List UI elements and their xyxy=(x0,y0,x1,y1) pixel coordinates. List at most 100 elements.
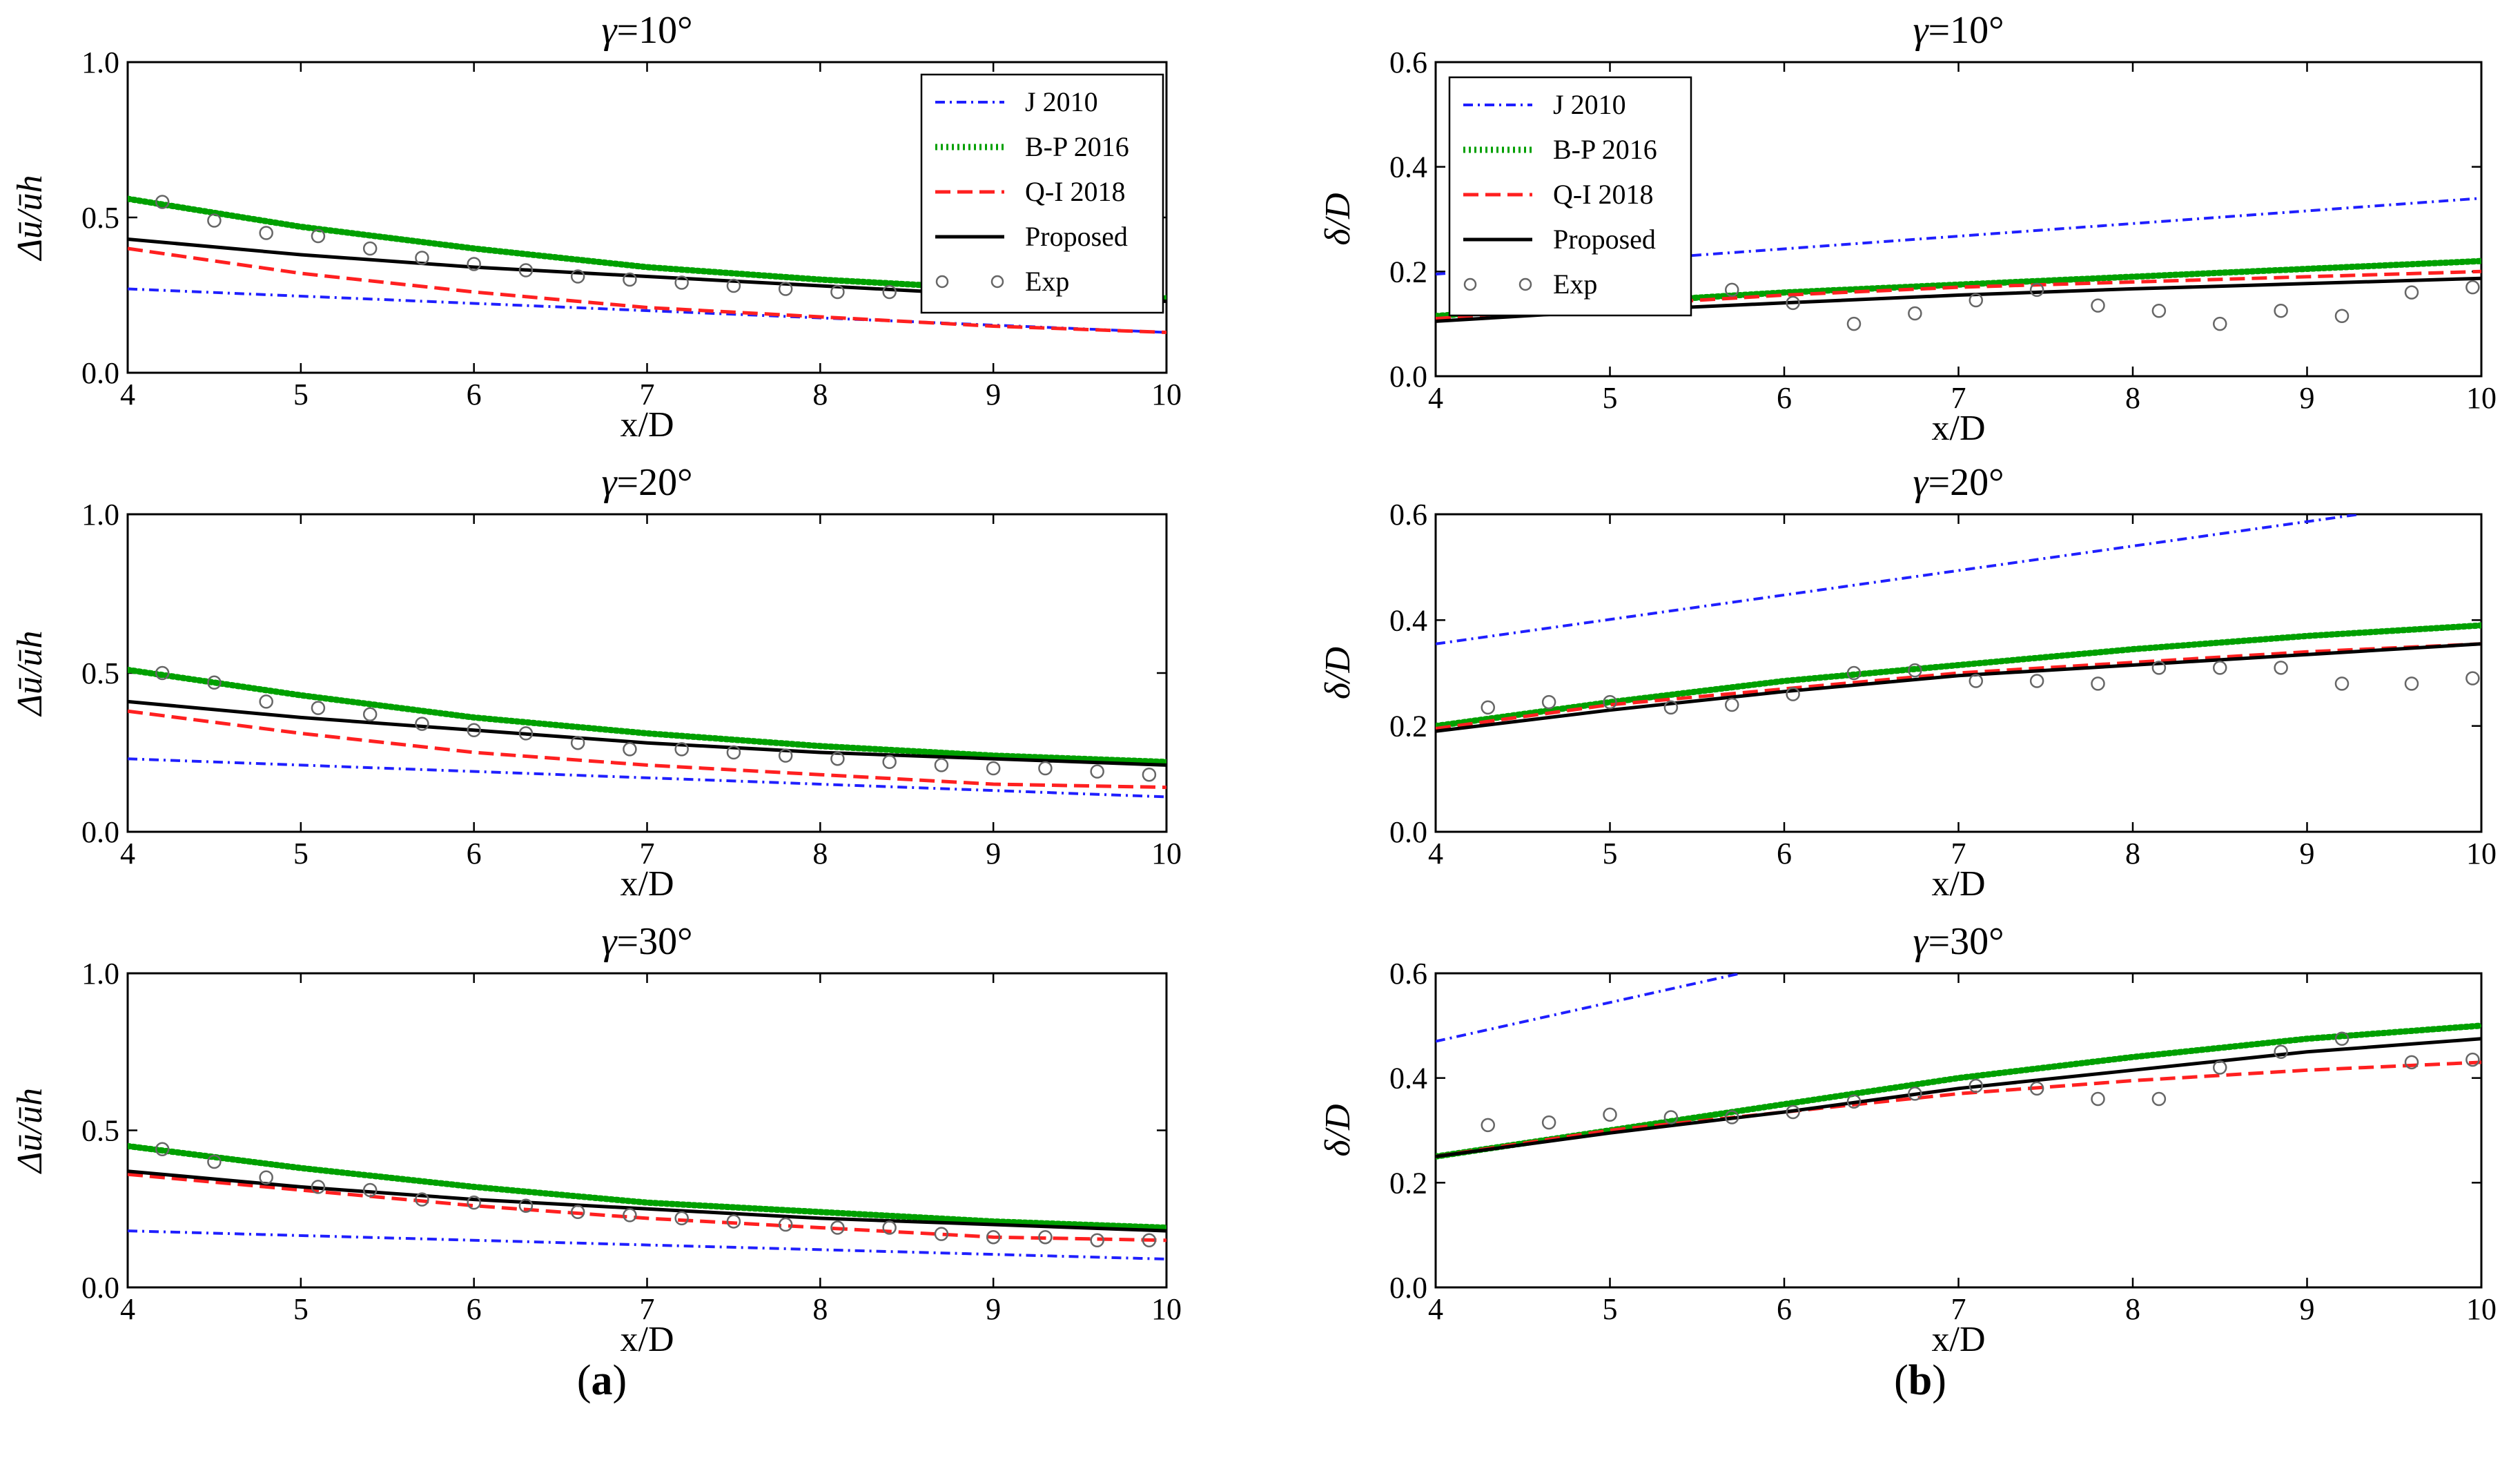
exp-point xyxy=(2151,661,2167,675)
exp-point xyxy=(2091,298,2105,313)
exp-point xyxy=(2029,674,2044,688)
exp-point xyxy=(570,269,585,284)
panel-title: γ=30° xyxy=(1913,920,2004,963)
exp-point xyxy=(1603,694,1617,710)
y-tick-label: 0.0 xyxy=(81,815,119,849)
y-tick-label: 0.4 xyxy=(1389,1062,1427,1095)
x-tick-label: 10 xyxy=(1151,1292,1182,1326)
exp-point xyxy=(1846,1094,1862,1109)
exp-point xyxy=(259,226,273,240)
exp-point xyxy=(259,1170,273,1185)
legend-label: J 2010 xyxy=(1025,86,1098,117)
y-axis-label: Δū/ūh xyxy=(10,1088,50,1174)
series-line-bp xyxy=(1436,622,2481,730)
y-axis-label: δ/D xyxy=(1318,193,1358,245)
chart-panel-b1: 4 5 6 7 8 9 10 0.0 0.2 0.4 0.6 x/D δ/D γ=10° J 2010 B-P… xyxy=(1318,9,2497,448)
legend-label: Q-I 2018 xyxy=(1553,179,1654,210)
exp-point xyxy=(882,1220,897,1235)
legend: J 2010 B-P 2016 Q-I 2018 Proposed Exp xyxy=(920,73,1164,314)
plot-area xyxy=(1436,514,2481,733)
x-tick-label: 6 xyxy=(1777,381,1792,415)
exp-point xyxy=(778,1217,793,1232)
y-tick-label: 0.0 xyxy=(1389,1271,1427,1305)
x-tick-label: 7 xyxy=(640,1292,655,1326)
x-axis-label: x/D xyxy=(1932,864,1986,904)
legend-label: B-P 2016 xyxy=(1025,131,1129,162)
exp-point xyxy=(1786,687,1800,701)
y-tick-label: 0.0 xyxy=(81,356,119,390)
x-tick-label: 5 xyxy=(293,837,309,870)
exp-point xyxy=(1908,1087,1922,1101)
legend-label: Proposed xyxy=(1553,224,1656,255)
exp-point xyxy=(362,1182,378,1198)
exp-point xyxy=(1541,1115,1556,1130)
exp-point xyxy=(2274,661,2288,675)
exp-point xyxy=(1908,306,1922,321)
exp-point xyxy=(259,694,273,709)
exp-point xyxy=(155,1142,170,1157)
x-tick-label: 8 xyxy=(2125,837,2140,870)
x-tick-label: 4 xyxy=(1428,837,1443,870)
exp-point xyxy=(1481,700,1495,715)
x-tick-label: 5 xyxy=(1603,1292,1618,1326)
series-line-qi xyxy=(128,1172,1166,1243)
chart-panel-b3: 4 5 6 7 8 9 10 0.0 0.2 0.4 0.6 x/D δ/D γ=30° xyxy=(1318,920,2497,1359)
exp-point xyxy=(311,1180,326,1194)
exp-point xyxy=(623,742,637,757)
x-tick-label: 5 xyxy=(293,1292,309,1326)
exp-point xyxy=(1725,1110,1739,1124)
exp-point xyxy=(1969,293,1983,308)
x-tick-label: 5 xyxy=(293,378,309,411)
exp-point xyxy=(2274,1044,2288,1059)
exp-point xyxy=(207,675,222,690)
y-tick-label: 0.0 xyxy=(81,1271,119,1305)
exp-point xyxy=(674,275,689,290)
exp-point xyxy=(830,1220,845,1235)
x-axis-label: x/D xyxy=(621,405,674,445)
exp-point xyxy=(1846,316,1862,331)
legend: J 2010 B-P 2016 Q-I 2018 Proposed Exp xyxy=(1448,76,1692,317)
exp-point xyxy=(2029,1081,2044,1096)
exp-point xyxy=(726,1214,741,1229)
series-line-p xyxy=(1436,1037,2481,1158)
exp-point xyxy=(570,1205,585,1220)
exp-point xyxy=(2334,1031,2350,1046)
legend-label: B-P 2016 xyxy=(1553,134,1657,165)
y-tick-label: 0.2 xyxy=(1389,255,1427,289)
x-tick-label: 10 xyxy=(1151,837,1182,870)
exp-point xyxy=(518,1198,534,1213)
x-tick-label: 6 xyxy=(1777,1292,1792,1326)
caption-a: (a) xyxy=(577,1357,627,1404)
x-tick-label: 7 xyxy=(1951,837,1966,870)
x-tick-label: 7 xyxy=(1951,1292,1966,1326)
exp-point xyxy=(778,748,793,763)
y-tick-label: 1.0 xyxy=(81,46,119,79)
chart-panel-a3: 4 5 6 7 8 9 10 0.0 0.5 1.0 x/D Δū/ūh γ=30° xyxy=(10,920,1182,1359)
x-tick-label: 8 xyxy=(812,1292,828,1326)
x-tick-label: 9 xyxy=(2300,1292,2315,1326)
exp-point xyxy=(934,1227,949,1241)
x-tick-label: 4 xyxy=(1428,1292,1443,1326)
x-tick-label: 6 xyxy=(1777,837,1792,870)
exp-point xyxy=(830,284,845,300)
x-tick-label: 5 xyxy=(1603,837,1618,870)
x-tick-label: 7 xyxy=(1951,381,1966,415)
series-line-qi xyxy=(1436,642,2481,730)
x-tick-label: 9 xyxy=(986,837,1001,870)
y-tick-label: 0.4 xyxy=(1389,603,1427,637)
caption-b: (b) xyxy=(1894,1357,1946,1404)
panel-title: γ=10° xyxy=(1913,9,2004,52)
x-tick-label: 9 xyxy=(986,378,1001,411)
exp-point xyxy=(726,278,741,293)
x-axis-label: x/D xyxy=(1932,409,1986,448)
exp-point xyxy=(1142,1233,1157,1247)
series-line-p xyxy=(1436,642,2481,733)
exp-point xyxy=(934,758,949,772)
exp-point xyxy=(362,241,378,256)
exp-point xyxy=(518,263,534,277)
exp-point xyxy=(1090,1233,1104,1247)
exp-point xyxy=(155,665,170,681)
y-axis-label: δ/D xyxy=(1318,647,1358,699)
exp-point xyxy=(1786,1104,1800,1120)
